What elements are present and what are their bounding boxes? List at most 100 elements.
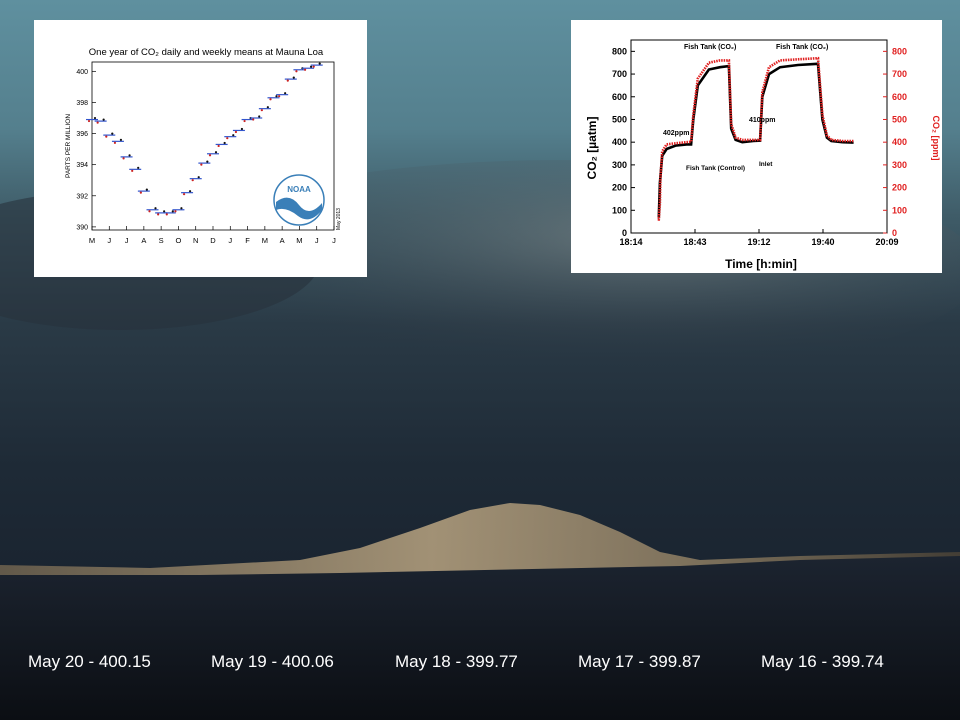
chart1-daily-point — [223, 141, 226, 145]
chart1-daily-point — [318, 62, 321, 65]
noaa-logo-text: NOAA — [287, 185, 311, 194]
noaa-logo: NOAA — [273, 174, 325, 226]
chart1-daily-point — [128, 154, 131, 157]
chart1-daily-point — [266, 106, 269, 109]
chart1-y-axis-label: PARTS PER MILLION — [65, 114, 72, 178]
chart1-daily-point — [252, 118, 255, 121]
chart1-daily-point — [163, 210, 166, 213]
chart1-daily-point — [154, 207, 157, 210]
chart1-daily-point — [87, 119, 91, 123]
chart1-daily-point — [188, 190, 192, 193]
chart1-daily-point — [182, 193, 186, 196]
chart1-daily-point — [105, 135, 108, 138]
chart1-y-tick-label: 392 — [76, 193, 88, 200]
annotation-inlet: Inlet — [759, 161, 773, 168]
chart2-y2-tick-label: 400 — [892, 137, 907, 147]
chart1-x-tick-label: A — [141, 236, 146, 245]
chart1-x-tick-label: J — [332, 236, 336, 245]
chart1-y-tick-label: 390 — [76, 224, 88, 231]
chart2-y-tick-label: 100 — [612, 205, 627, 215]
chart1-daily-point — [119, 138, 123, 141]
chart1-x-tick-label: A — [280, 236, 285, 245]
chart2-y-tick-label: 0 — [622, 228, 627, 238]
chart2-y-tick-label: 600 — [612, 92, 627, 102]
chart1-daily-point — [122, 157, 125, 160]
chart1-x-tick-label: J — [125, 236, 129, 245]
chart1-daily-point — [292, 76, 295, 79]
chart2-y2-tick-label: 300 — [892, 160, 907, 170]
chart1-daily-point — [93, 116, 97, 120]
chart1-x-tick-label: S — [159, 236, 164, 245]
chart1-daily-point — [243, 119, 246, 123]
chart1-daily-point — [206, 160, 209, 163]
chart1-daily-point — [157, 213, 160, 216]
chart1-daily-point — [226, 137, 229, 140]
chart2-y-tick-label: 500 — [612, 114, 627, 124]
chart1-y-tick-label: 400 — [76, 69, 88, 76]
chart1-x-tick-label: N — [193, 236, 198, 245]
chart1-daily-point — [214, 151, 218, 154]
chart1-y-tick-label: 398 — [76, 100, 88, 107]
chart2-y-tick-label: 400 — [612, 137, 627, 147]
chart2-y2-tick-label: 700 — [892, 69, 907, 79]
chart2-x-tick-label: 18:43 — [683, 237, 706, 247]
chart1-x-tick-label: D — [210, 236, 216, 245]
chart1-daily-point — [234, 130, 238, 134]
chart1-daily-point — [165, 213, 168, 216]
chart2-x-axis-label: Time [h:min] — [725, 257, 797, 271]
chart1-x-tick-label: J — [107, 236, 111, 245]
daily-co2-readings: May 20 - 400.15 May 19 - 400.06 May 18 -… — [0, 652, 960, 682]
chart1-daily-point — [303, 68, 307, 71]
chart1-x-tick-label: J — [228, 236, 232, 245]
chart2-x-tick-label: 18:14 — [619, 237, 642, 247]
chart1-x-tick-label: M — [262, 236, 268, 245]
chart1-daily-point — [208, 154, 212, 157]
reading-may-17: May 17 - 399.87 — [578, 652, 701, 671]
chart1-daily-point — [295, 70, 298, 73]
chart2-y-tick-label: 700 — [612, 69, 627, 79]
chart1-daily-point — [191, 179, 194, 182]
chart1-daily-point — [174, 210, 177, 213]
reading-may-18: May 18 - 399.77 — [395, 652, 518, 671]
chart1-x-tick-label: F — [245, 236, 250, 245]
chart1-daily-point — [309, 65, 313, 68]
chart1-daily-point — [131, 169, 134, 172]
chart1-daily-point — [269, 98, 272, 101]
chart2-x-tick-label: 19:40 — [811, 237, 834, 247]
fish-tank-co2-chart: CO₂ [µatm] CO₂ [ppm] Time [h:min] 0 100 20… — [571, 20, 942, 273]
chart2-y-tick-label: 300 — [612, 160, 627, 170]
chart2-y-axis-label: CO₂ [µatm] — [585, 117, 599, 180]
chart1-daily-point — [200, 163, 203, 166]
chart1-x-tick-label: M — [296, 236, 302, 245]
chart2-y2-tick-label: 100 — [892, 205, 907, 215]
chart1-daily-point — [260, 109, 263, 112]
annotation-410ppm: 410ppm — [749, 117, 775, 124]
annotation-402ppm: 402ppm — [663, 130, 689, 137]
chart1-daily-point — [217, 144, 220, 148]
chart2-y2-tick-label: 500 — [892, 114, 907, 124]
chart2-y2-tick-label: 800 — [892, 46, 907, 56]
chart1-daily-point — [137, 166, 140, 169]
annotation-fish-tank-co2-1: Fish Tank (CO₂) — [684, 44, 736, 51]
chart2-y-tick-label: 200 — [612, 183, 627, 193]
chart1-y-tick-label: 394 — [76, 162, 88, 169]
chart2-y2-tick-label: 0 — [892, 228, 897, 238]
chart1-daily-point — [96, 121, 99, 124]
chart1-y-tick-label: 396 — [76, 131, 88, 138]
mauna-loa-co2-chart: One year of CO₂ daily and weekly means a… — [34, 20, 367, 277]
chart1-x-tick-label: J — [315, 236, 319, 245]
chart1-date-note: May 2013 — [336, 208, 342, 230]
chart1-daily-point — [139, 191, 142, 194]
chart2-x-tick-label: 19:12 — [747, 237, 770, 247]
chart1-daily-point — [240, 127, 244, 131]
chart2-x-tick-label: 20:09 — [875, 237, 898, 247]
reading-may-19: May 19 - 400.06 — [211, 652, 334, 671]
chart1-daily-point — [148, 210, 151, 213]
chart1-daily-point — [284, 92, 287, 95]
chart1-daily-point — [278, 95, 281, 98]
chart2-y2-tick-label: 200 — [892, 183, 907, 193]
reading-may-16: May 16 - 399.74 — [761, 652, 884, 671]
chart1-daily-point — [258, 115, 261, 118]
chart1-daily-point — [286, 79, 289, 82]
chart1-daily-point — [180, 207, 183, 210]
